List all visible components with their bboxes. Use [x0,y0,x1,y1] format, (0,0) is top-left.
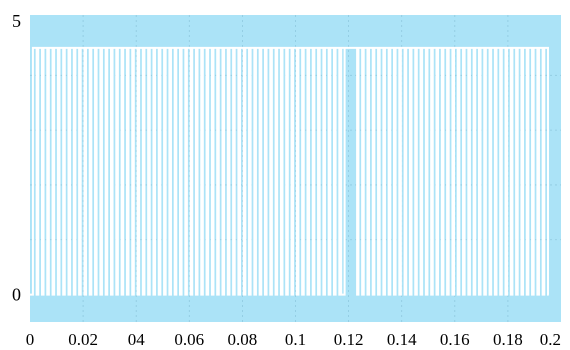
x-tick-label: 0.12 [334,330,364,349]
x-tick-label: 0.1 [285,330,306,349]
x-tick-label: 0.18 [493,330,523,349]
y-tick-label: 5 [12,11,21,31]
y-tick-label: 0 [12,285,21,305]
x-tick-label: 0.08 [228,330,258,349]
y-axis: 05 [12,11,21,305]
x-axis: 0 0.02 04 0.06 0.08 0.1 0.12 0.14 0.16 0.18 0.2 [26,330,561,349]
x-tick-label: 0.06 [174,330,204,349]
signal-line [30,46,549,296]
x-tick-label: 0.14 [387,330,417,349]
x-tick-label: 04 [128,330,146,349]
x-tick-label: 0.02 [68,330,98,349]
x-tick-label: 0.16 [440,330,470,349]
x-tick-label: 0 [26,330,35,349]
x-tick-label: 0.2 [540,330,561,349]
